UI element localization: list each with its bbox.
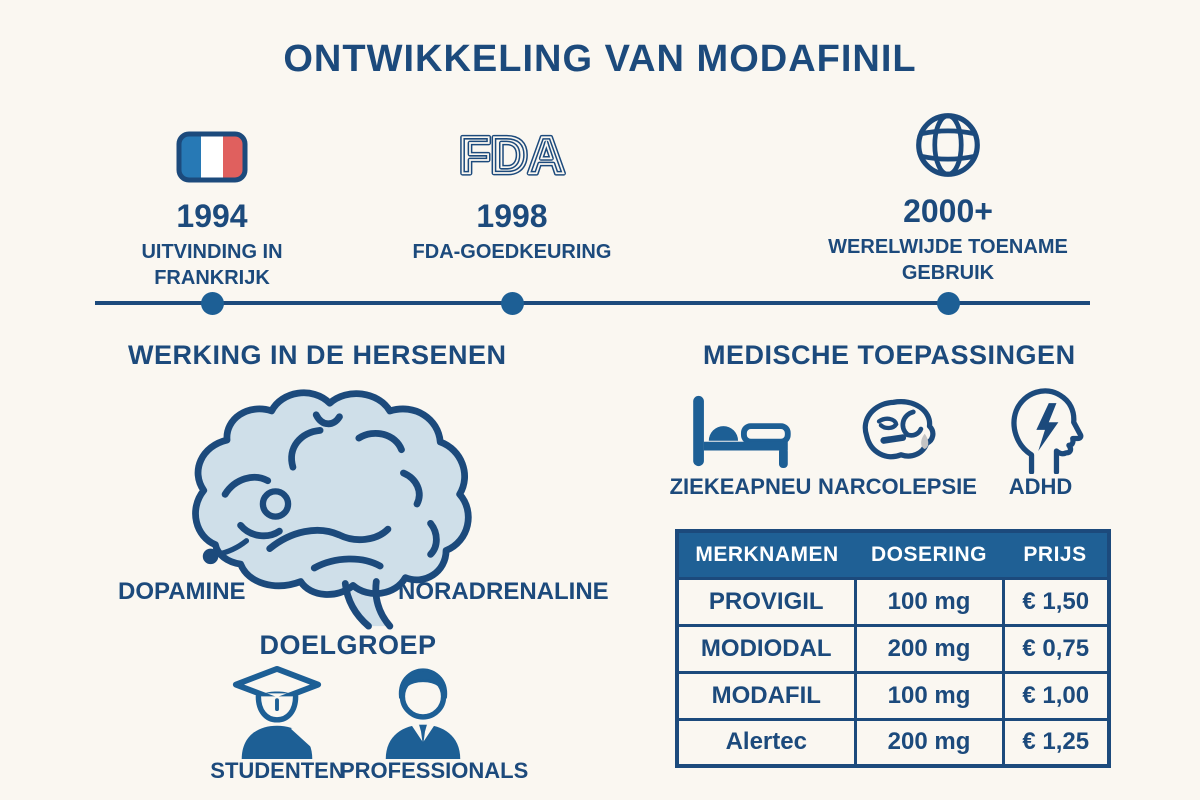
bed-icon bbox=[686, 392, 794, 475]
page-title: ONTWIKKELING VAN MODAFINIL bbox=[283, 38, 917, 80]
noradrenaline-label: NORADRENALINE bbox=[398, 578, 609, 605]
table-row: MODAFIL 100 mg € 1,00 bbox=[675, 670, 1111, 721]
timeline-dot-2000 bbox=[937, 292, 960, 315]
table-header-cell: PRIJS bbox=[1003, 531, 1109, 578]
head-lightning-icon bbox=[1000, 382, 1088, 479]
table-cell-brand: Alertec bbox=[675, 717, 857, 768]
timeline-line bbox=[95, 301, 1090, 305]
table-cell-price: € 0,75 bbox=[1001, 623, 1111, 674]
timeline-dot-1998 bbox=[501, 292, 524, 315]
table-cell-brand: PROVIGIL bbox=[675, 576, 857, 627]
medical-section-title: MEDISCHE TOEPASSINGEN bbox=[703, 340, 1076, 370]
milestone-label: WERELWIJDE TOENAME GEBRUIK bbox=[828, 236, 1068, 284]
students-label: STUDENTEN bbox=[210, 758, 345, 783]
table-header-row: MERKNAMEN DOSERING PRIJS bbox=[677, 531, 1109, 578]
student-icon bbox=[228, 664, 326, 767]
table-cell-brand: MODAFIL bbox=[675, 670, 857, 721]
table-cell-price: € 1,50 bbox=[1001, 576, 1111, 627]
brain-illustration-icon bbox=[150, 378, 495, 635]
milestone-2000: 2000+ WERELWIJDE TOENAME GEBRUIK bbox=[808, 113, 1088, 286]
sleeping-brain-icon bbox=[852, 390, 946, 475]
svg-text:FDA: FDA bbox=[459, 128, 565, 184]
table-cell-dose: 100 mg bbox=[853, 670, 1005, 721]
brand-price-table: MERKNAMEN DOSERING PRIJS PROVIGIL 100 mg… bbox=[675, 529, 1111, 768]
brain-section-title: WERKING IN DE HERSENEN bbox=[128, 340, 507, 370]
professional-icon bbox=[374, 664, 472, 767]
table-row: PROVIGIL 100 mg € 1,50 bbox=[675, 576, 1111, 627]
timeline-dot-1994 bbox=[201, 292, 224, 315]
svg-text:FDA: FDA bbox=[459, 128, 565, 184]
target-group-title: DOELGROEP bbox=[259, 630, 437, 660]
milestone-year: 1998 bbox=[476, 198, 548, 234]
table-row: Alertec 200 mg € 1,25 bbox=[675, 717, 1111, 768]
milestone-label: UITVINDING IN FRANKRIJK bbox=[141, 241, 283, 289]
table-cell-price: € 1,25 bbox=[1001, 717, 1111, 768]
narcolepsy-label: NARCOLEPSIE bbox=[818, 474, 977, 499]
milestone-year: 2000+ bbox=[903, 193, 993, 229]
professionals-label: PROFESSIONALS bbox=[340, 758, 529, 783]
table-header-cell: DOSERING bbox=[855, 531, 1003, 578]
dopamine-label: DOPAMINE bbox=[118, 578, 246, 605]
adhd-label: ADHD bbox=[1008, 474, 1073, 499]
sleep-apnea-label: ZIEKEAPNEU bbox=[669, 474, 812, 499]
globe-icon bbox=[914, 113, 982, 179]
milestone-1994: 1994 UITVINDING IN FRANKRIJK bbox=[102, 120, 322, 291]
table-header-cell: MERKNAMEN bbox=[677, 531, 855, 578]
milestone-label: FDA-GOEDKEURING bbox=[412, 241, 612, 263]
fda-logo-icon: FDA FDA bbox=[450, 120, 574, 184]
table-cell-price: € 1,00 bbox=[1001, 670, 1111, 721]
table-row: MODIODAL 200 mg € 0,75 bbox=[675, 623, 1111, 674]
table-cell-brand: MODIODAL bbox=[675, 623, 857, 674]
milestone-1998: FDA FDA 1998 FDA-GOEDKEURING bbox=[372, 120, 652, 265]
table-cell-dose: 200 mg bbox=[853, 623, 1005, 674]
table-cell-dose: 200 mg bbox=[853, 717, 1005, 768]
france-flag-icon bbox=[175, 120, 249, 184]
table-cell-dose: 100 mg bbox=[853, 576, 1005, 627]
milestone-year: 1994 bbox=[176, 198, 248, 234]
